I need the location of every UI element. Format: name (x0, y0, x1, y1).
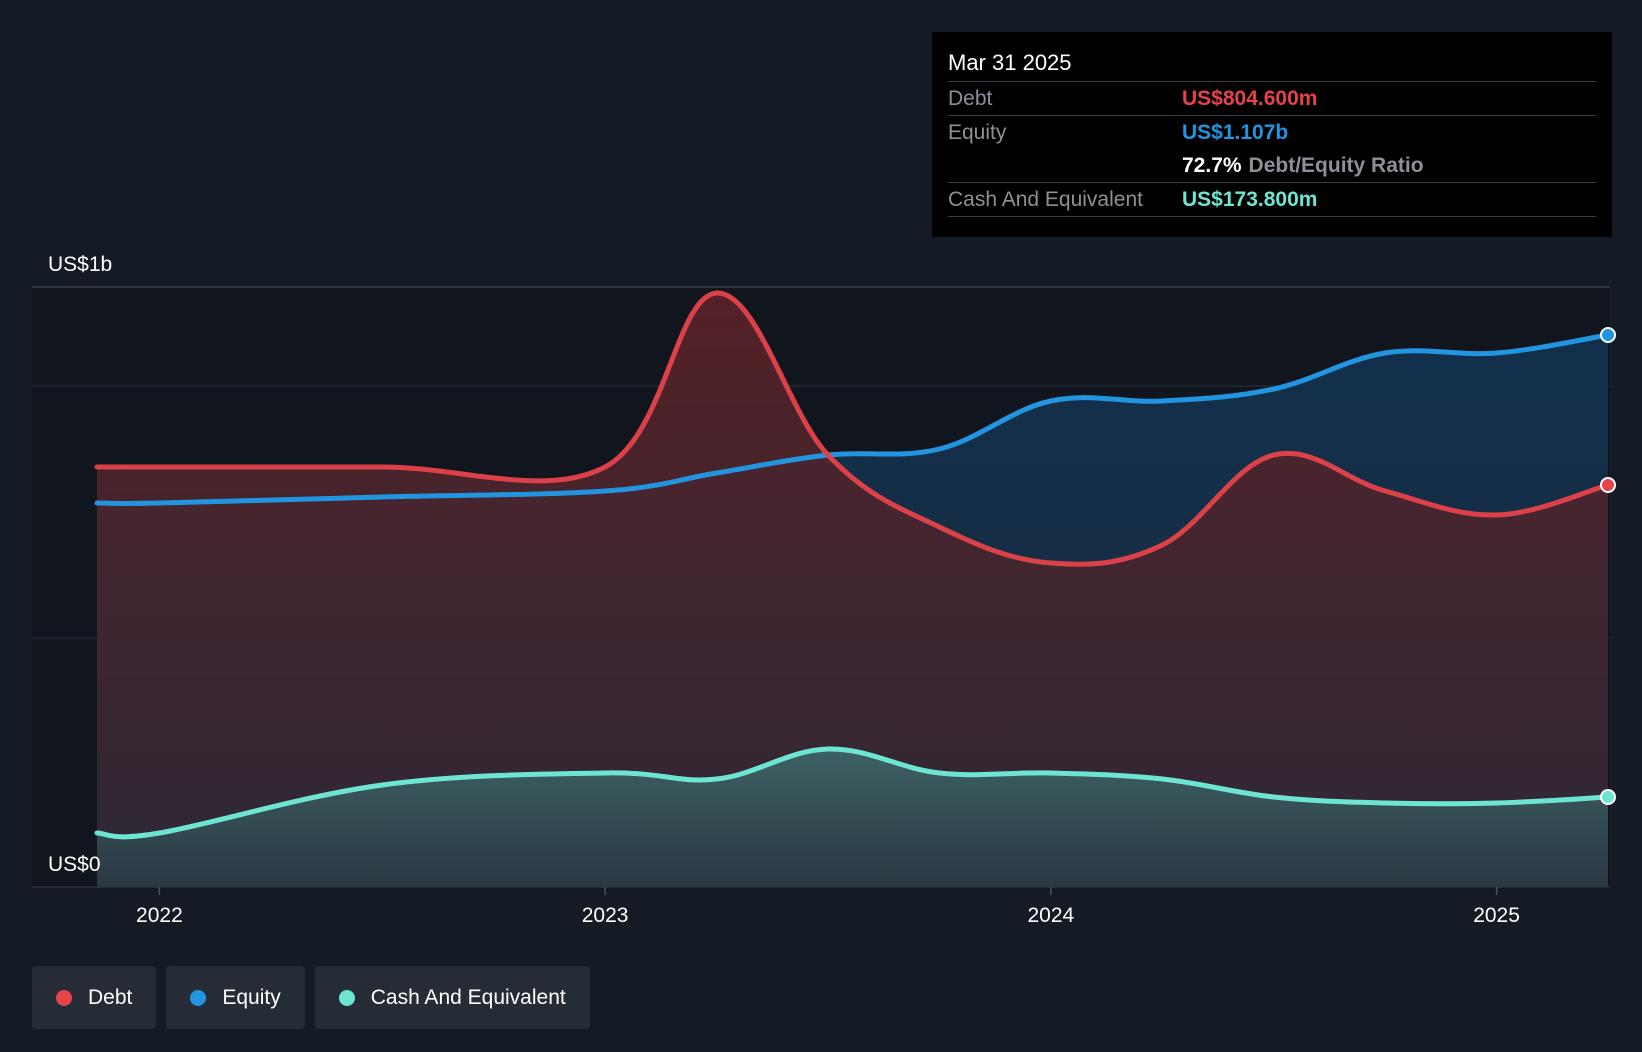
tooltip-debt-value: US$804.600m (1182, 87, 1318, 110)
tooltip-ratio-value: 72.7% (1182, 154, 1242, 177)
cash-end-point (1600, 789, 1616, 805)
tooltip-cash-row: Cash And Equivalent US$173.800m (948, 182, 1596, 217)
tooltip-date: Mar 31 2025 (948, 50, 1072, 75)
chart-legend: Debt Equity Cash And Equivalent (32, 966, 600, 1029)
tooltip-cash-value: US$173.800m (1182, 188, 1318, 211)
tooltip-ratio-row: 72.7% Debt/Equity Ratio (948, 149, 1596, 182)
tooltip-equity-row: Equity US$1.107b (948, 115, 1596, 149)
x-tick-label-2024: 2024 (1027, 904, 1074, 927)
x-tick-label-2022: 2022 (136, 904, 183, 927)
x-tick-label-2023: 2023 (582, 904, 629, 927)
y-axis-label-top: US$1b (48, 253, 112, 276)
equity-line (94, 332, 1611, 506)
legend-label-cash: Cash And Equivalent (370, 985, 566, 1009)
tooltip-equity-value: US$1.107b (1182, 121, 1289, 144)
y-axis-label-zero: US$0 (48, 853, 101, 876)
legend-label-equity: Equity (222, 985, 281, 1009)
tooltip-cash-label: Cash And Equivalent (948, 188, 1143, 211)
debt-line (94, 290, 1611, 567)
equity-end-point (1600, 327, 1616, 343)
x-tick-label-2025: 2025 (1473, 904, 1520, 927)
tooltip-ratio-label: Debt/Equity Ratio (1248, 154, 1424, 177)
tooltip-debt-row: Debt US$804.600m (948, 81, 1596, 115)
equity-dot-icon (190, 989, 207, 1006)
cash-area (97, 748, 1608, 887)
tooltip-debt-label: Debt (948, 87, 993, 110)
legend-item-cash[interactable]: Cash And Equivalent (314, 966, 590, 1029)
legend-item-debt[interactable]: Debt (32, 966, 157, 1029)
tooltip-equity-label: Equity (948, 121, 1007, 144)
cash-dot-icon (338, 989, 355, 1006)
debt-area (97, 292, 1608, 887)
cash-line (94, 746, 1611, 840)
legend-label-debt: Debt (88, 985, 133, 1009)
legend-item-equity[interactable]: Equity (166, 966, 305, 1029)
debt-dot-icon (56, 989, 72, 1006)
debt-end-point (1600, 477, 1616, 493)
data-tooltip: Mar 31 2025 Debt US$804.600m Equity US$1… (932, 32, 1612, 237)
